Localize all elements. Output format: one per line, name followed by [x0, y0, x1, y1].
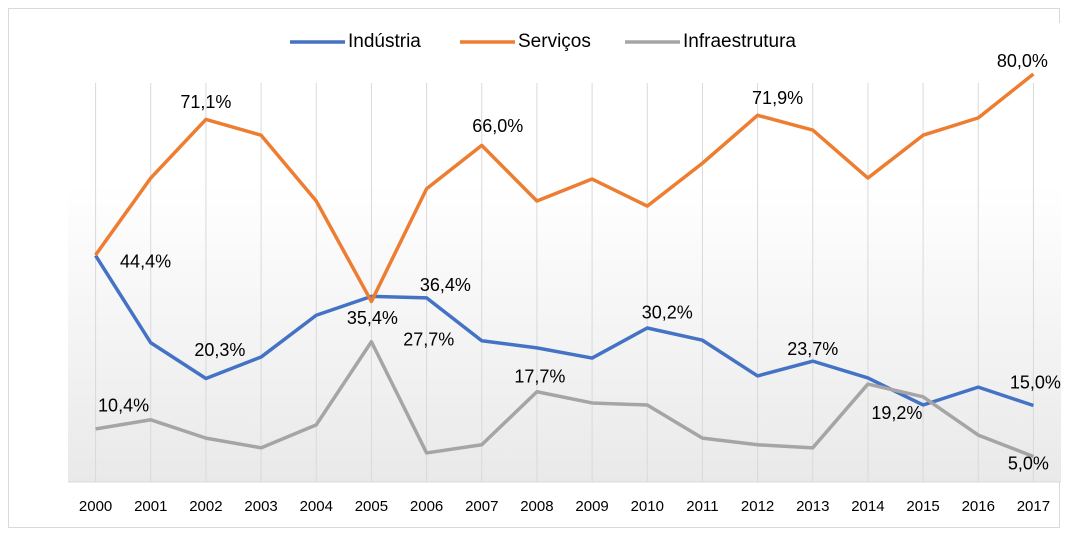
series-line [94, 254, 1034, 408]
x-tick-label: 2006 [410, 498, 443, 515]
x-tick-label: 2011 [686, 498, 718, 515]
x-tick-label: 2004 [300, 498, 333, 515]
data-label: 10,4% [98, 396, 149, 416]
x-tick-label: 2008 [520, 498, 553, 515]
data-label: 36,4% [420, 275, 471, 295]
data-label: 27,7% [403, 329, 454, 349]
data-label: 5,0% [1008, 453, 1049, 473]
x-tick-label: 2013 [796, 498, 829, 515]
data-label: 30,2% [642, 303, 693, 323]
x-tick-label: 2012 [741, 498, 774, 515]
series-line [95, 340, 1035, 459]
x-tick-label: 2007 [465, 498, 498, 515]
data-label: 35,4% [347, 308, 398, 328]
x-tick-label: 2017 [1017, 498, 1050, 515]
x-tick-label: 2014 [851, 498, 884, 515]
legend-label: Indústria [348, 31, 421, 52]
data-label: 80,0% [997, 51, 1048, 71]
legend-label: Infraestrutura [683, 31, 796, 52]
x-tick-label: 2002 [189, 498, 222, 515]
data-label: 23,7% [787, 339, 838, 359]
x-tick-label: 2003 [244, 498, 277, 515]
x-tick-label: 2000 [79, 498, 112, 515]
data-label: 15,0% [1010, 372, 1061, 392]
data-label: 19,2% [871, 403, 922, 423]
x-tick-label: 2009 [575, 498, 608, 515]
x-tick-label: 2016 [962, 498, 995, 515]
plot-area [68, 23, 1061, 482]
data-label: 20,3% [194, 340, 245, 360]
x-tick-label: 2015 [906, 498, 939, 515]
data-label: 44,4% [120, 251, 171, 271]
x-tick-label: 2001 [134, 498, 167, 515]
data-label: 71,9% [752, 88, 803, 108]
x-tick-label: 2010 [631, 498, 664, 515]
data-label: 17,7% [514, 366, 565, 386]
series-line [94, 72, 1035, 304]
data-label: 71,1% [180, 92, 231, 112]
legend-label: Serviços [518, 31, 591, 52]
data-label: 66,0% [472, 116, 523, 136]
x-tick-label: 2005 [355, 498, 388, 515]
